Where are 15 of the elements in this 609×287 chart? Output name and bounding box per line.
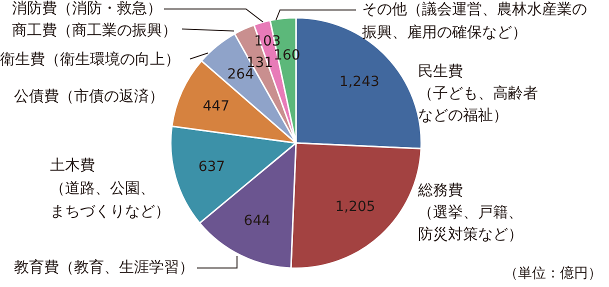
data-label: 637 [198,158,226,175]
slice-label: 民生費（子ども、高齢者などの福祉） [418,62,538,124]
text: （単位：億円） [504,266,602,282]
slice-label: その他（議会運営、農林水産業の振興、雇用の確保など） [362,0,587,41]
data-label: 447 [202,98,230,114]
slice-label: 商工費（商工業の振興） [12,20,177,39]
slice-label: 土木費（道路、公園、まちづくりなど） [50,156,170,220]
data-label: 1,205 [335,199,376,216]
slice-label: 教育費（教育、生涯学習） [14,258,194,276]
slice-label: 総務費（選挙、戸籍、防災対策など） [417,180,523,243]
data-label: 644 [244,213,271,230]
slice-label: 衛生費（衛生環境の向上） [0,50,180,68]
slice-label: 公債費（市債の返済） [14,86,164,105]
data-label: 1,243 [339,74,380,90]
slice-label: 消防費（消防・救急） [12,0,162,17]
